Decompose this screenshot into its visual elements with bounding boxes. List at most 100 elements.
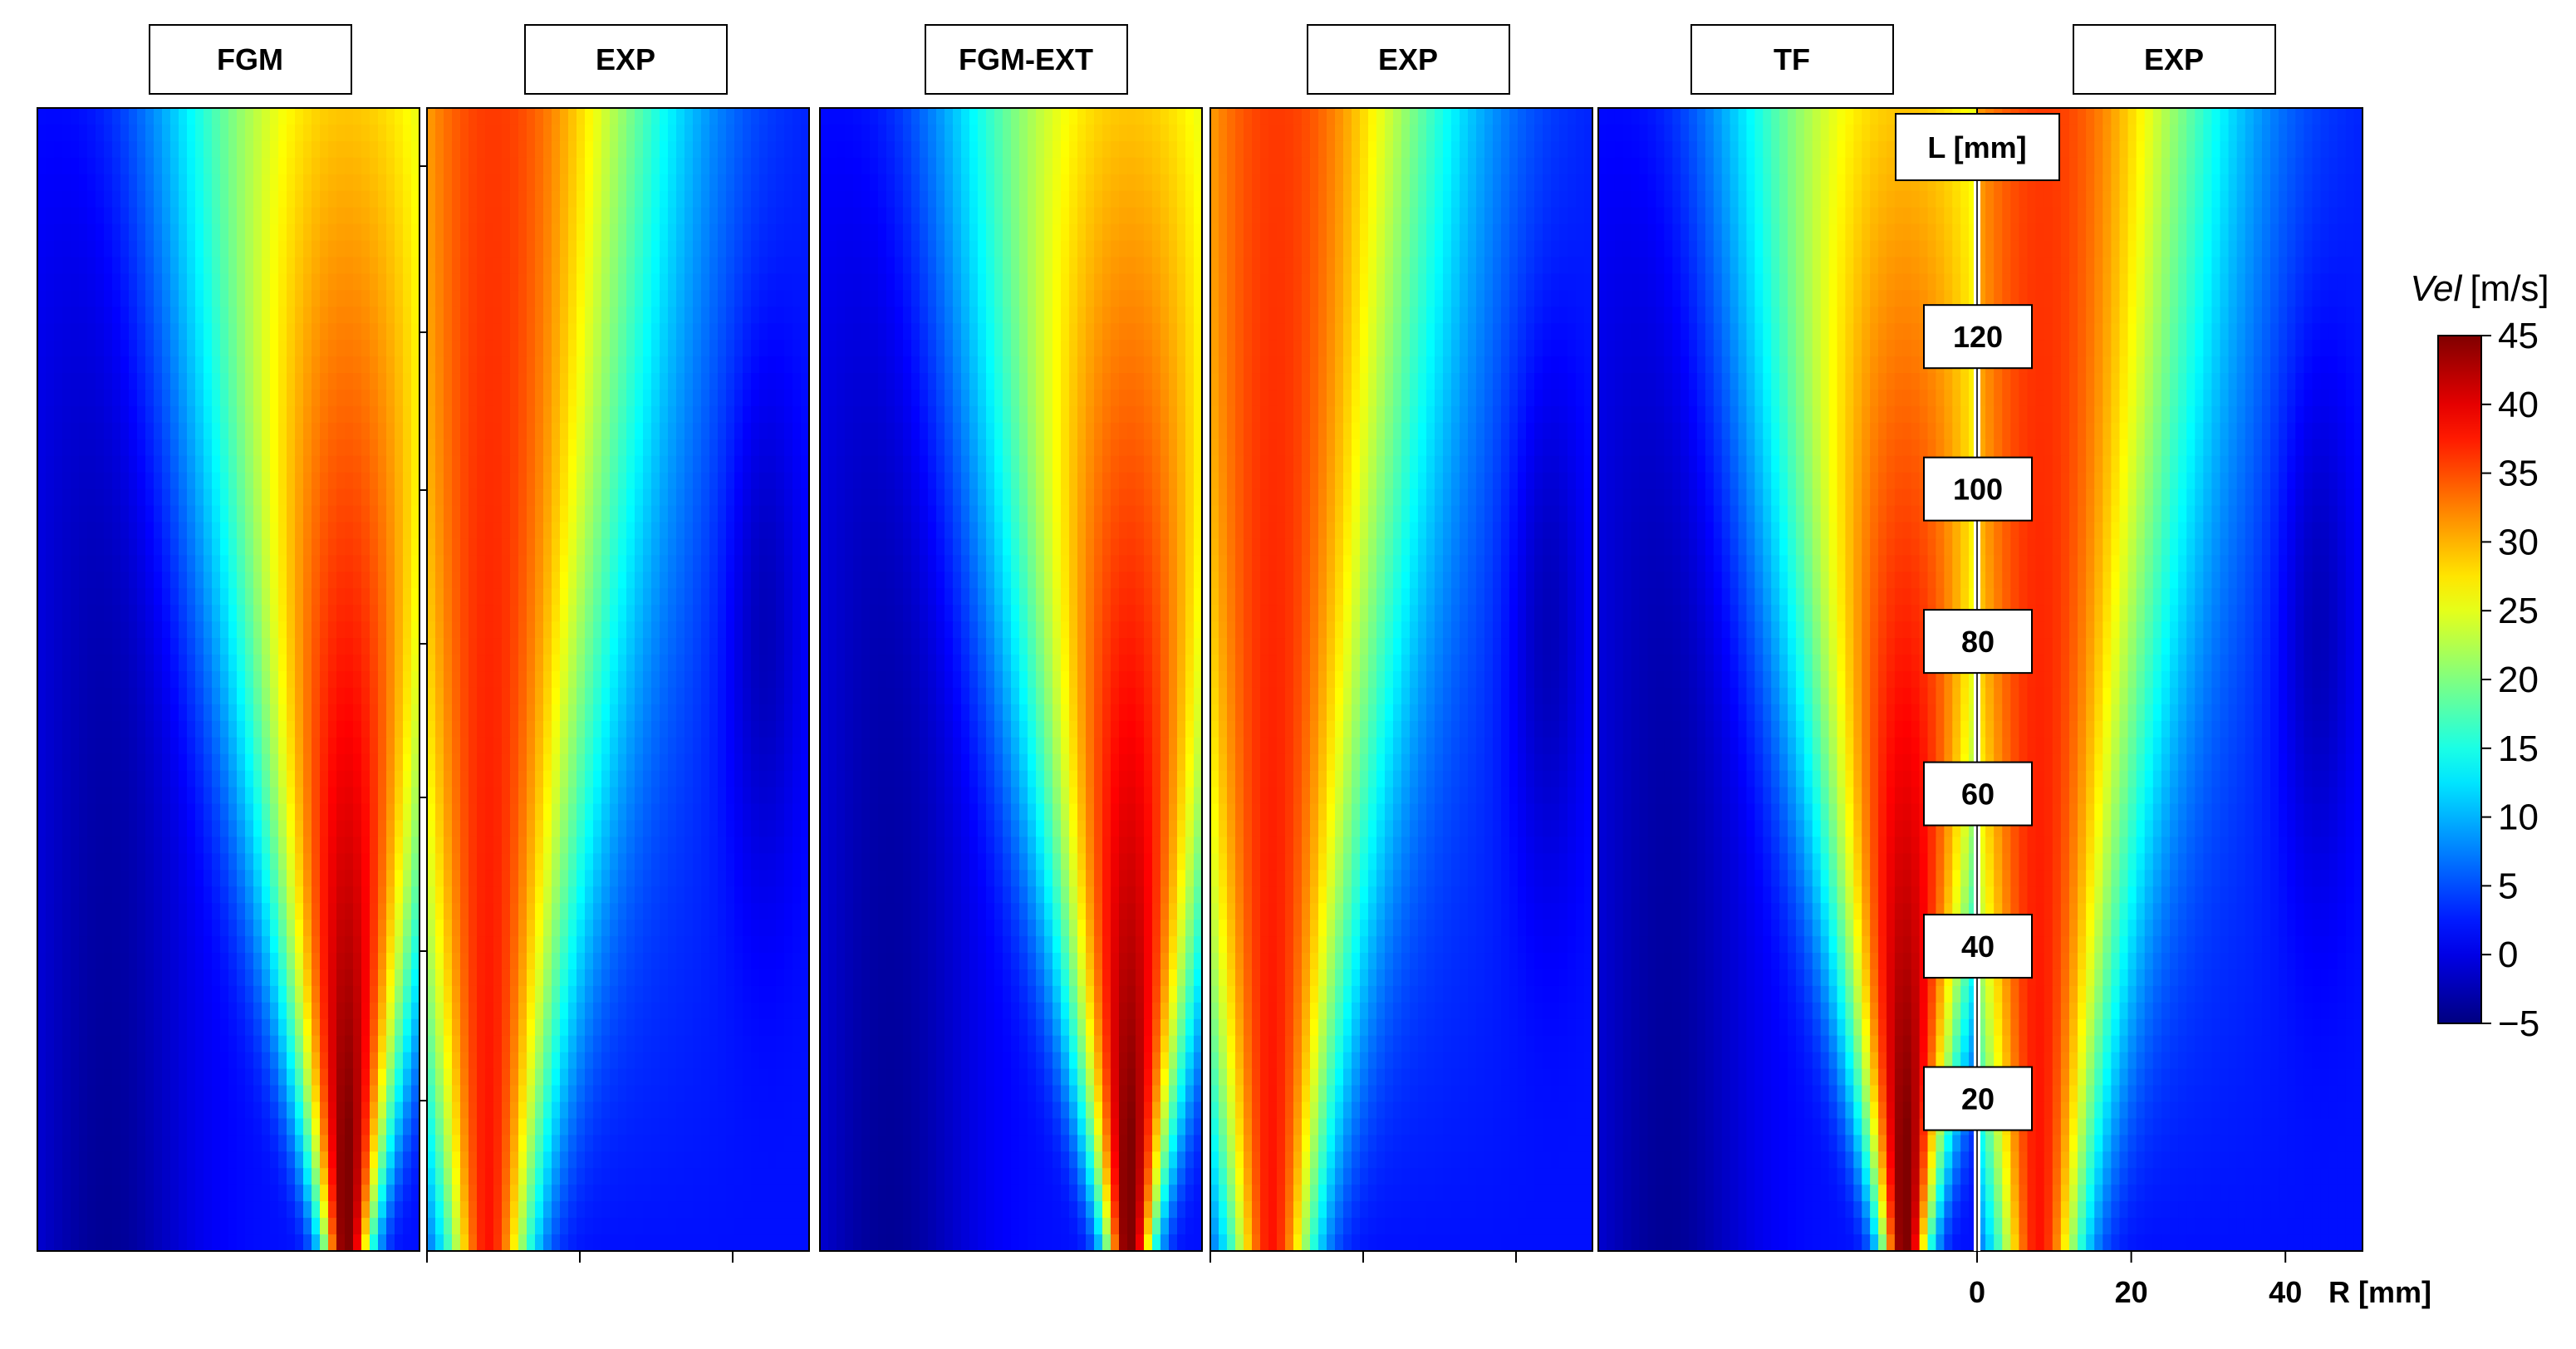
- contour-cell: [154, 323, 163, 341]
- contour-cell: [162, 953, 171, 970]
- contour-cell: [154, 720, 163, 738]
- contour-cell: [145, 787, 155, 805]
- contour-cell: [651, 207, 660, 225]
- contour-cell: [245, 373, 254, 390]
- contour-cell: [502, 390, 511, 407]
- contour-cell: [237, 472, 246, 490]
- contour-cell: [237, 257, 246, 275]
- contour-cell: [204, 671, 213, 689]
- contour-cell: [104, 257, 113, 275]
- contour-cell: [54, 373, 63, 390]
- contour-cell: [212, 140, 221, 159]
- contour-cell: [320, 1218, 329, 1235]
- contour-cell: [187, 605, 196, 622]
- contour-cell: [568, 273, 577, 292]
- contour-cell: [54, 886, 63, 905]
- contour-cell: [444, 538, 453, 557]
- contour-cell: [220, 1101, 229, 1120]
- contour-cell: [668, 273, 677, 292]
- contour-cell: [577, 157, 586, 175]
- contour-cell: [129, 605, 138, 622]
- contour-cell: [204, 1101, 213, 1120]
- contour-cell: [668, 621, 677, 639]
- contour-cell: [643, 720, 652, 738]
- contour-cell: [204, 588, 213, 606]
- contour-cell: [179, 373, 188, 390]
- contour-cell: [395, 488, 404, 507]
- contour-cell: [54, 439, 63, 457]
- contour-cell: [137, 571, 146, 590]
- contour-cell: [137, 1052, 146, 1070]
- contour-cell: [378, 753, 387, 772]
- contour-cell: [154, 803, 163, 822]
- contour-cell: [693, 737, 702, 755]
- contour-cell: [46, 190, 55, 208]
- contour-cell: [610, 174, 619, 192]
- contour-cell: [87, 1035, 96, 1053]
- contour-cell: [46, 174, 55, 192]
- contour-cell: [651, 340, 660, 357]
- contour-cell: [469, 307, 478, 325]
- contour-cell: [801, 405, 810, 424]
- contour-cell: [378, 1234, 387, 1252]
- contour-cell: [287, 223, 296, 242]
- contour-cell: [485, 307, 494, 325]
- contour-cell: [71, 969, 80, 987]
- contour-cell: [701, 720, 710, 738]
- contour-cell: [179, 108, 188, 125]
- contour-cell: [801, 323, 810, 341]
- contour-cell: [137, 936, 146, 954]
- contour-cell: [585, 488, 594, 507]
- contour-cell: [701, 455, 710, 473]
- contour-cell: [162, 290, 171, 308]
- contour-cell: [179, 571, 188, 590]
- contour-cell: [743, 737, 752, 755]
- contour-cell: [112, 1068, 121, 1087]
- contour-cell: [37, 307, 47, 325]
- contour-cell: [709, 307, 719, 325]
- contour-cell: [71, 1151, 80, 1170]
- contour-cell: [237, 1151, 246, 1170]
- contour-cell: [701, 257, 710, 275]
- contour-cell: [684, 538, 694, 557]
- contour-cell: [295, 356, 304, 374]
- contour-cell: [801, 720, 810, 738]
- contour-cell: [693, 455, 702, 473]
- contour-cell: [668, 340, 677, 357]
- contour-cell: [668, 140, 677, 159]
- contour-cell: [734, 555, 743, 573]
- contour-cell: [386, 687, 395, 705]
- contour-cell: [510, 588, 519, 606]
- contour-cell: [601, 505, 611, 523]
- contour-cell: [734, 356, 743, 374]
- contour-cell: [62, 853, 71, 871]
- contour-cell: [295, 638, 304, 655]
- contour-cell: [328, 405, 337, 424]
- contour-cell: [287, 936, 296, 954]
- contour-cell: [87, 455, 96, 473]
- contour-cell: [237, 174, 246, 192]
- contour-cell: [460, 190, 469, 208]
- contour-cell: [295, 1035, 304, 1053]
- contour-cell: [361, 1168, 370, 1186]
- contour-cell: [336, 1201, 346, 1219]
- contour-cell: [120, 405, 130, 424]
- contour-cell: [129, 1151, 138, 1170]
- contour-cell: [411, 190, 420, 208]
- contour-cell: [676, 671, 685, 689]
- contour-cell: [502, 307, 511, 325]
- contour-cell: [651, 671, 660, 689]
- contour-cell: [784, 522, 793, 540]
- contour-cell: [162, 1185, 171, 1202]
- contour-cell: [361, 770, 370, 788]
- contour-cell: [701, 655, 710, 672]
- contour-cell: [734, 621, 743, 639]
- contour-cell: [79, 290, 88, 308]
- contour-cell: [87, 340, 96, 357]
- contour-cell: [593, 405, 602, 424]
- contour-cell: [295, 1052, 304, 1070]
- contour-cell: [154, 753, 163, 772]
- contour-cell: [444, 373, 453, 390]
- contour-cell: [336, 108, 346, 125]
- contour-cell: [759, 671, 768, 689]
